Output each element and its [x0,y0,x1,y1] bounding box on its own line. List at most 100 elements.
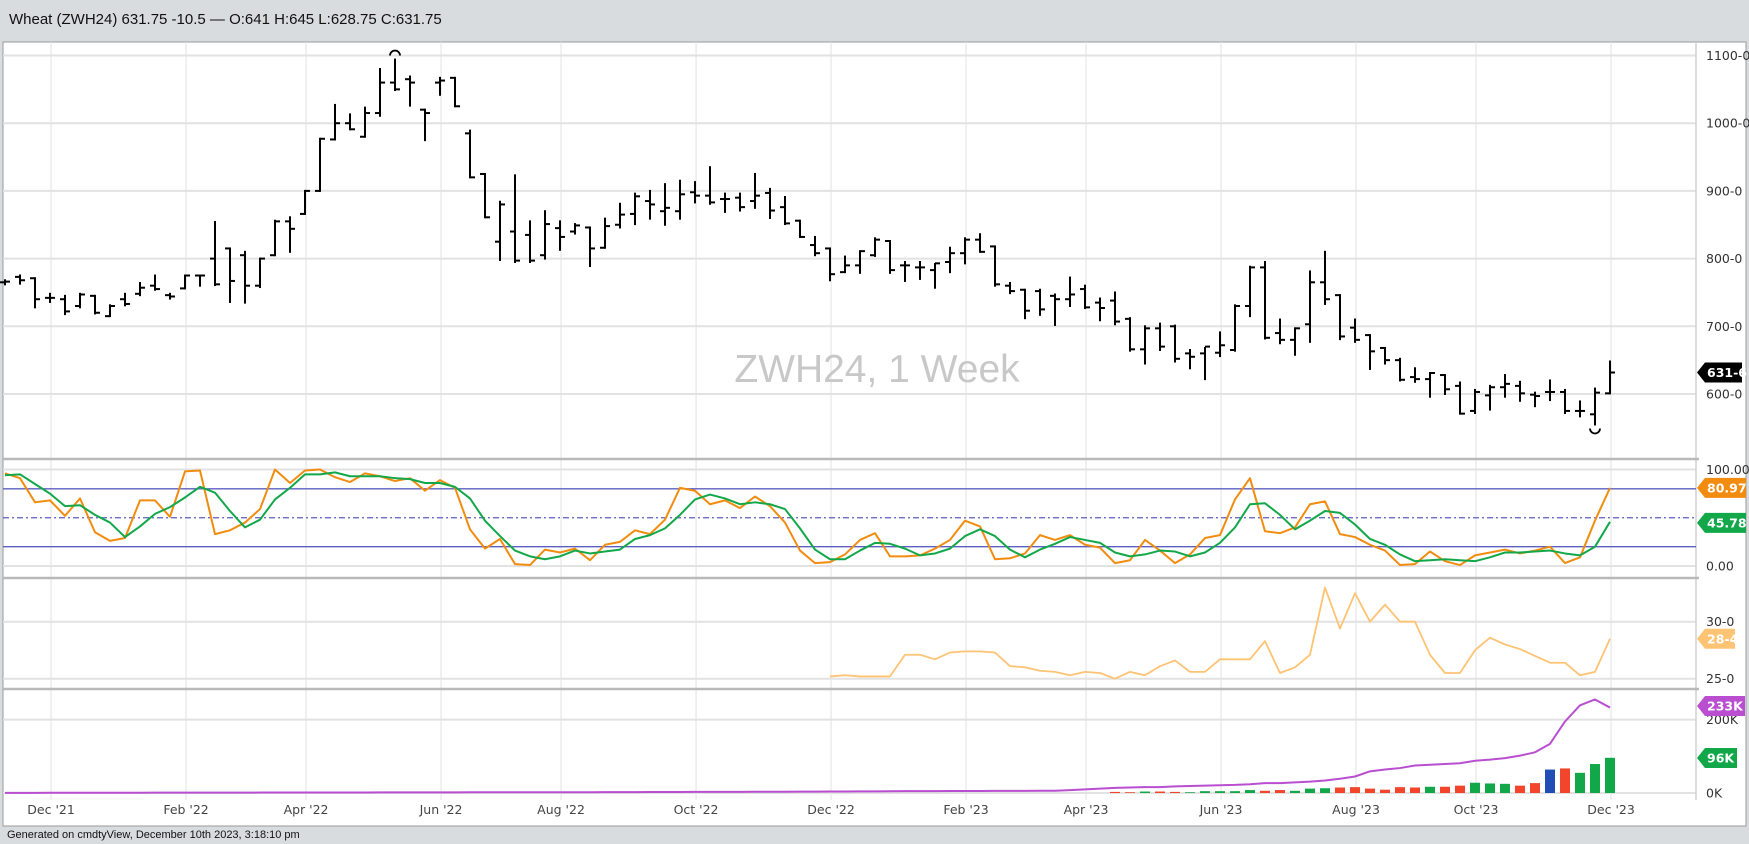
ohlc-bar [945,246,955,274]
ohlc-bar [510,174,520,263]
low-marker-icon [1589,428,1601,435]
ohlc-bar [1035,288,1045,316]
ohlc-bar [120,292,130,307]
footer: Generated on cmdtyView, December 10th 20… [0,826,1749,844]
x-tick-label: Oct '23 [1454,802,1499,817]
ohlc-bar [900,260,910,282]
grid [3,42,1697,800]
ohlc-bar [750,172,760,209]
volume-bar [1575,772,1585,793]
open-interest-badge-bg [1697,696,1745,716]
stoch-d-line [4,471,1611,563]
volume-bar [1560,768,1570,793]
ohlc-bar [15,274,25,285]
volume-bar [1530,783,1540,793]
price-pane[interactable] [0,49,1615,435]
stoch-k-badge-text: 80.97 [1707,480,1747,495]
ohlc-bar [1530,391,1540,408]
x-tick-label: Oct '22 [674,802,719,817]
ohlc-bar [1560,388,1570,414]
last-price-badge-text: 631-6 [1707,365,1747,380]
volume-bar [1215,791,1225,793]
chart-header: Wheat (ZWH24) 631.75 -10.5 — O:641 H:645… [0,0,1749,42]
x-tick-label: Jun '23 [1199,802,1243,817]
stoch-d-badge-bg [1697,512,1746,533]
stoch-k-badge: 80.97 [1697,477,1747,498]
ohlc-bar [240,250,250,304]
axis-tick-label: 1100-0 [1706,48,1749,63]
volume-bar [1440,786,1450,793]
ohlc-bar [1320,250,1330,305]
ohlc-bar [1200,345,1210,381]
ohlc-bar [1155,322,1165,351]
ohlc-bar [1350,318,1360,343]
ohlc-bar [1305,270,1315,343]
ohlc-bar [1605,360,1615,395]
volume-bar [1380,789,1390,793]
axis-tick-label: 0.00 [1706,559,1734,574]
x-tick-label: Aug '22 [537,802,585,817]
volume-bar [1545,769,1555,793]
ohlc-bar [690,181,700,204]
ohlc-bar [1500,374,1510,398]
ohlc-bar [165,292,175,300]
pane-separators [3,457,1699,691]
ohlc-bar [1575,400,1585,418]
volume-bar [1365,788,1375,793]
watermark: ZWH24, 1 Week [734,348,1020,391]
ohlc-bar [135,281,145,297]
ohlc-bar [735,192,745,212]
volume-bar [1470,782,1480,793]
ohlc-bar [1140,325,1150,365]
x-tick-label: Jun '22 [419,802,463,817]
x-axis[interactable]: Dec '21 Feb '22 Apr '22 Jun '22 Aug '22 Oct '… [27,802,1635,817]
ohlc-bar [45,292,55,303]
ohlc-bar [1020,288,1030,320]
volume-bar [1320,788,1330,793]
ohlc-bar [885,239,895,274]
indicator-pane[interactable] [829,586,1611,680]
last-price-badge-bg [1697,362,1742,383]
ohlc-bar [870,237,880,257]
ohlc-bar [1365,334,1375,370]
indicator-badge: 28-4 [1697,628,1739,649]
ohlc-bar [150,274,160,291]
x-tick-label: Apr '22 [284,802,329,817]
ohlc-bar [1050,293,1060,326]
chart-frame [2,41,1747,827]
ohlc-bar [915,260,925,280]
volume-bar [1185,792,1195,793]
ohlc-bar [405,75,415,107]
volume-bar [1140,791,1150,793]
ohlc-bar [1485,384,1495,411]
ohlc-bar [660,183,670,226]
ohlc-bar [1260,260,1270,340]
ohlc-bar [630,192,640,226]
volume-badge-bg [1697,748,1737,768]
ohlc-bar [960,237,970,265]
ohlc-bar [1335,294,1345,341]
ohlc-bar [345,113,355,131]
ohlc-bar [825,247,835,282]
volume-bar [1170,791,1180,793]
stoch-k-badge-bg [1697,477,1746,498]
indicator-badge-text: 28-4 [1707,631,1739,646]
ohlc-bar [1125,317,1135,352]
volume-bar [1395,787,1405,793]
high-marker-icon [389,49,401,56]
volume-bar [1425,786,1435,793]
right-axis[interactable]: 1100-0 1000-0 900-0 800-0 700-0 600-0 100.00 0.… [1697,48,1749,801]
x-tick-label: Apr '23 [1064,802,1109,817]
ohlc-bar [1290,327,1300,356]
ohlc-bar [300,189,310,215]
ohlc-bar [495,200,505,261]
ohlc-bar [210,221,220,287]
stochastic-pane[interactable] [3,468,1696,567]
volume-bar [1350,787,1360,793]
volume-pane[interactable] [5,698,1615,794]
ohlc-bar [330,103,340,141]
ohlc-bar [1410,367,1420,383]
ohlc-bar [465,129,475,179]
ohlc-bar [585,226,595,268]
